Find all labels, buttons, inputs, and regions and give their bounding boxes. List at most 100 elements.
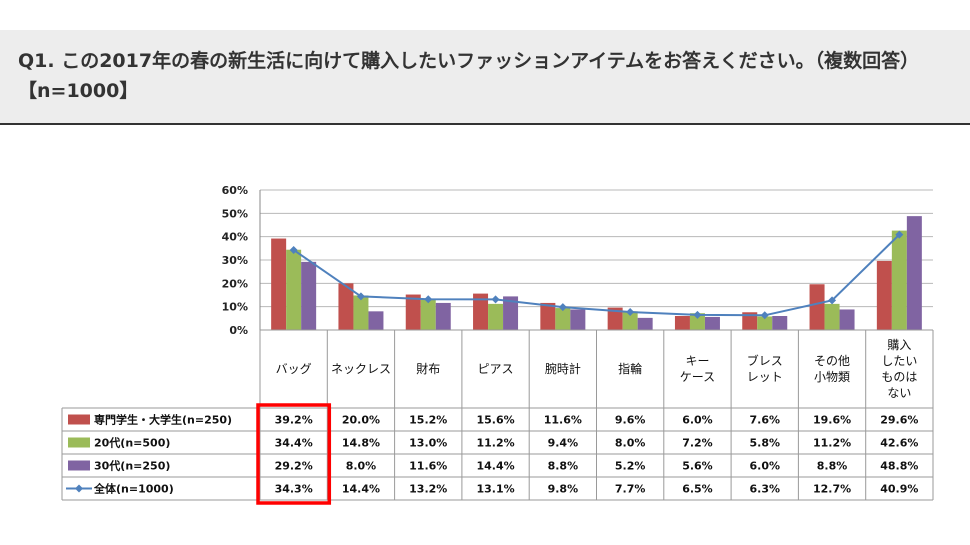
bar [607, 307, 623, 330]
y-tick-label: 0% [229, 324, 248, 337]
data-label: 13.0% [409, 437, 447, 450]
bar [503, 296, 519, 330]
data-label: 29.2% [275, 460, 313, 473]
category-label: 購入 [887, 338, 911, 352]
bar [570, 309, 586, 330]
data-label: 29.6% [880, 414, 918, 427]
category-label: レット [747, 370, 783, 384]
category-label: ケース [680, 370, 715, 384]
bar [353, 295, 369, 330]
data-label: 19.6% [813, 414, 851, 427]
bar [271, 238, 287, 330]
data-label: 11.6% [409, 460, 447, 473]
legend-label: 専門学生・大学生(n=250) [94, 413, 232, 427]
y-tick-label: 50% [222, 207, 248, 220]
line-marker [828, 296, 837, 305]
data-label: 9.6% [615, 414, 646, 427]
category-label: 財布 [416, 361, 440, 376]
bar [876, 260, 892, 330]
bar [555, 308, 571, 330]
data-label: 14.4% [342, 483, 380, 496]
bar [338, 283, 354, 330]
data-label: 6.5% [682, 483, 713, 496]
bar [301, 261, 317, 330]
category-label: キー [685, 354, 709, 368]
line-marker [895, 230, 904, 239]
data-label: 7.2% [682, 437, 713, 450]
data-label: 6.3% [749, 483, 780, 496]
data-label: 12.7% [813, 483, 851, 496]
bar [809, 284, 825, 330]
line-marker [491, 295, 500, 304]
bar [622, 311, 638, 330]
y-tick-label: 10% [222, 301, 248, 314]
legend-marker [75, 484, 83, 493]
bar [689, 313, 705, 330]
data-label: 8.8% [817, 460, 848, 473]
category-label: ピアス [478, 362, 514, 376]
data-label: 34.3% [275, 483, 313, 496]
y-tick-label: 20% [222, 277, 248, 290]
category-label: 腕時計 [545, 361, 581, 376]
data-label: 5.8% [749, 437, 780, 450]
y-tick-label: 40% [222, 231, 248, 244]
question-text: Q1. この2017年の春の新生活に向けて購入したいファッションアイテムをお答え… [18, 50, 920, 102]
data-label: 11.2% [476, 437, 514, 450]
data-label: 13.1% [476, 483, 514, 496]
category-label: ない [887, 386, 911, 400]
data-label: 7.6% [749, 414, 780, 427]
bar [473, 293, 489, 330]
category-label: したい [881, 354, 917, 368]
data-label: 34.4% [275, 437, 313, 450]
data-label: 13.2% [409, 483, 447, 496]
bar [742, 312, 758, 330]
category-label: その他 [814, 354, 850, 368]
line-marker [424, 295, 433, 304]
legend-swatch [68, 460, 90, 471]
data-label: 40.9% [880, 483, 918, 496]
data-label: 15.2% [409, 414, 447, 427]
data-label: 6.0% [749, 460, 780, 473]
bar [637, 317, 653, 330]
bar [405, 294, 421, 330]
bar [674, 316, 690, 330]
bar [891, 230, 907, 330]
data-label: 5.6% [682, 460, 713, 473]
data-label: 11.2% [813, 437, 851, 450]
category-label: ネックレス [331, 362, 391, 376]
data-label: 42.6% [880, 437, 918, 450]
data-label: 11.6% [544, 414, 582, 427]
category-label: 指輪 [618, 361, 642, 376]
legend-label: 全体(n=1000) [93, 482, 174, 496]
bar [435, 302, 451, 330]
category-label: バッグ [276, 362, 312, 376]
highlight-box [256, 403, 332, 505]
legend-label: 20代(n=500) [94, 436, 170, 450]
bar [772, 316, 788, 330]
line-marker [289, 245, 298, 254]
line-marker [558, 303, 567, 312]
line-marker [626, 308, 635, 317]
bar [368, 311, 384, 330]
y-tick-label: 30% [222, 254, 248, 267]
data-label: 5.2% [615, 460, 646, 473]
category-label: 小物類 [814, 370, 850, 384]
data-label: 48.8% [880, 460, 918, 473]
series-line [293, 233, 901, 317]
bar [906, 216, 922, 330]
data-label: 15.6% [476, 414, 514, 427]
bar [286, 249, 302, 330]
line-marker [693, 310, 702, 319]
line-marker [760, 311, 769, 320]
bar [540, 302, 556, 330]
data-label: 9.4% [548, 437, 579, 450]
legend-swatch [68, 414, 90, 425]
line-marker [356, 292, 365, 301]
category-label: ものは [881, 370, 917, 384]
bar [839, 309, 855, 330]
category-label: ブレス [747, 353, 783, 368]
legend-swatch [68, 437, 90, 448]
data-label: 14.8% [342, 437, 380, 450]
bar [704, 316, 720, 330]
